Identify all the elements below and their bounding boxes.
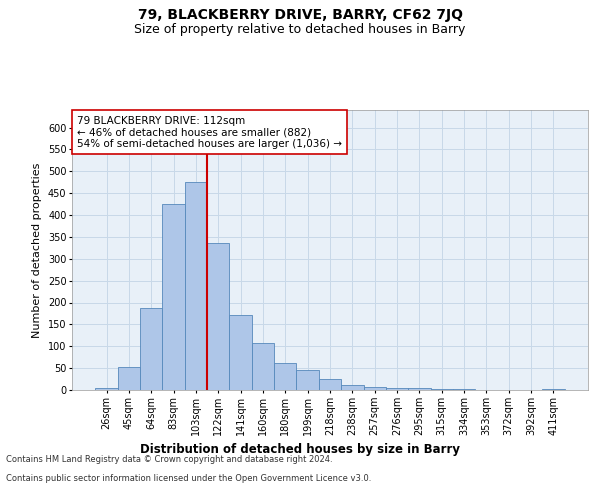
Bar bbox=[341, 385, 364, 390]
Bar bbox=[274, 363, 296, 390]
Bar bbox=[364, 386, 386, 390]
Text: Size of property relative to detached houses in Barry: Size of property relative to detached ho… bbox=[134, 22, 466, 36]
Bar bbox=[95, 388, 118, 390]
Text: 79 BLACKBERRY DRIVE: 112sqm
← 46% of detached houses are smaller (882)
54% of se: 79 BLACKBERRY DRIVE: 112sqm ← 46% of det… bbox=[77, 116, 342, 149]
Text: Contains HM Land Registry data © Crown copyright and database right 2024.: Contains HM Land Registry data © Crown c… bbox=[6, 456, 332, 464]
Text: Distribution of detached houses by size in Barry: Distribution of detached houses by size … bbox=[140, 442, 460, 456]
Y-axis label: Number of detached properties: Number of detached properties bbox=[32, 162, 42, 338]
Bar bbox=[140, 308, 163, 390]
Bar bbox=[431, 388, 453, 390]
Bar bbox=[453, 389, 475, 390]
Bar bbox=[207, 244, 229, 390]
Bar bbox=[163, 204, 185, 390]
Bar bbox=[408, 388, 431, 390]
Bar bbox=[386, 388, 408, 390]
Bar bbox=[229, 315, 252, 390]
Bar bbox=[296, 370, 319, 390]
Bar bbox=[542, 389, 565, 390]
Bar bbox=[118, 367, 140, 390]
Bar bbox=[252, 343, 274, 390]
Bar bbox=[319, 379, 341, 390]
Bar bbox=[185, 182, 207, 390]
Text: 79, BLACKBERRY DRIVE, BARRY, CF62 7JQ: 79, BLACKBERRY DRIVE, BARRY, CF62 7JQ bbox=[137, 8, 463, 22]
Text: Contains public sector information licensed under the Open Government Licence v3: Contains public sector information licen… bbox=[6, 474, 371, 483]
